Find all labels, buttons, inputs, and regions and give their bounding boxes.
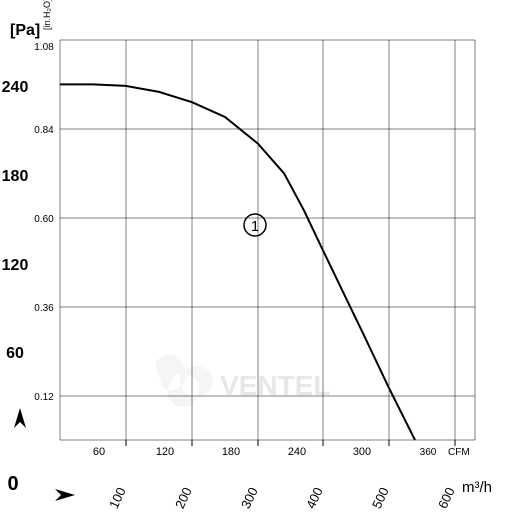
y-tick-240: 240 xyxy=(2,79,29,96)
x-axis-unit-cfm: CFM xyxy=(448,447,470,458)
y2-tick-1: 0.36 xyxy=(34,303,54,314)
arrow-up-icon xyxy=(14,408,26,428)
y2-tick-0: 0.12 xyxy=(34,392,54,403)
x2-tick-4: 300 xyxy=(353,446,371,458)
x2-tick-1: 120 xyxy=(156,446,174,458)
y2-tick-2: 0.60 xyxy=(34,214,54,225)
y-axis-unit-inh2o: [in.H₂O] xyxy=(42,0,52,30)
series-marker-1: 1 xyxy=(244,214,266,236)
x2-tick-5: 360 xyxy=(420,447,437,458)
x-axis-unit-m3h: m³/h xyxy=(462,479,492,496)
grid-horizontal xyxy=(60,129,475,396)
y-tick-60: 60 xyxy=(6,345,24,362)
x-tick-0: 100 xyxy=(106,485,129,511)
x2-tick-2: 180 xyxy=(222,446,240,458)
fan-curve-chart: VENTEL [Pa] 0 60 120 180 240 0.12 0.36 0… xyxy=(0,0,508,517)
y-tick-180: 180 xyxy=(2,168,29,185)
svg-text:1: 1 xyxy=(251,218,259,235)
y-tick-0: 0 xyxy=(7,473,18,495)
x-axis-cfm-labels: 60 120 180 240 300 360 CFM xyxy=(93,446,470,458)
arrow-right-icon xyxy=(55,489,75,501)
watermark-icon xyxy=(156,355,213,407)
x-axis-m3h-labels: 100 200 300 400 500 600 m³/h xyxy=(106,479,492,511)
y2-tick-4: 1.08 xyxy=(34,42,54,53)
x2-tick-3: 240 xyxy=(288,446,306,458)
x-tick-3: 400 xyxy=(303,485,326,511)
y-axis-pa-labels: [Pa] 0 60 120 180 240 xyxy=(2,22,41,495)
y-tick-120: 120 xyxy=(2,257,29,274)
y-axis-unit-pa: [Pa] xyxy=(10,22,40,39)
x-tick-2: 300 xyxy=(238,485,261,511)
watermark-text: VENTEL xyxy=(220,370,330,401)
x-tick-4: 500 xyxy=(369,485,392,511)
y2-tick-3: 0.84 xyxy=(34,125,54,136)
x-tick-5: 600 xyxy=(435,485,458,511)
x-tick-1: 200 xyxy=(172,485,195,511)
y-axis-inh2o-labels: 0.12 0.36 0.60 0.84 1.08 [in.H₂O] xyxy=(34,0,54,403)
x2-tick-0: 60 xyxy=(93,446,105,458)
